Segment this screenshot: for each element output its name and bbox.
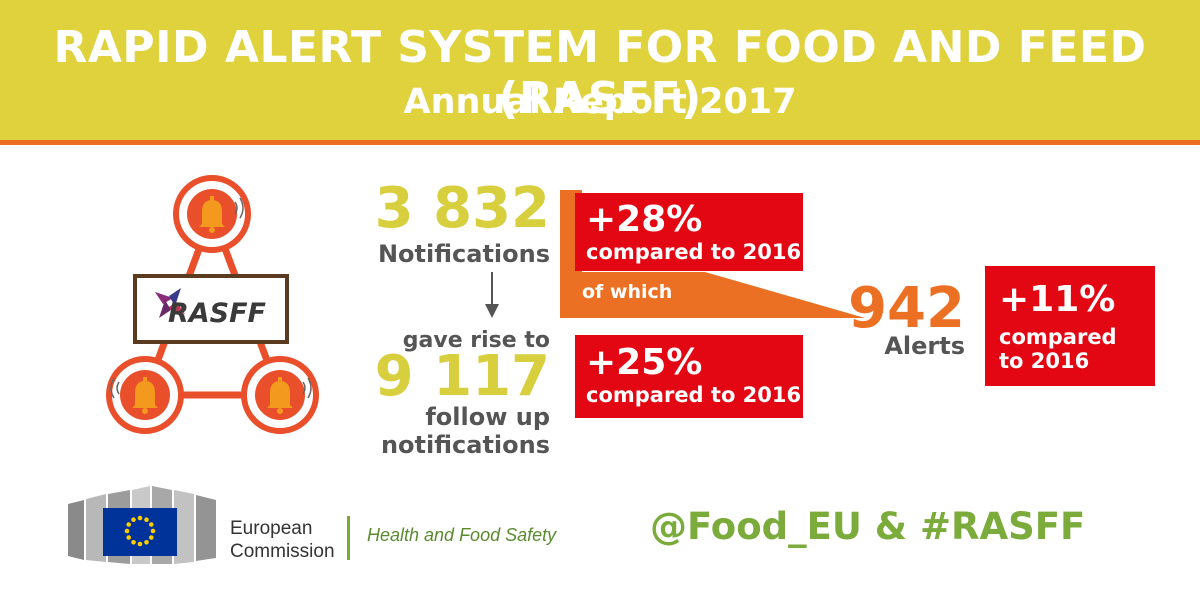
org-name-line2: Commission (230, 541, 335, 562)
alerts-change-label-line2: to 2016 (999, 349, 1090, 373)
alerts-change-label-line1: compared (999, 325, 1117, 349)
department-name: Health and Food Safety (367, 525, 557, 545)
social-handle[interactable]: @Food_EU & #RASFF (650, 505, 1086, 548)
rasff-network-logo: RASFF (106, 175, 319, 434)
connector-label: of which (582, 281, 673, 303)
org-name-line1: European (230, 518, 313, 539)
european-commission-wordmark: European Commission (230, 517, 335, 563)
followups-label-line2: notifications (380, 431, 550, 459)
notifications-count: 3 832 (374, 176, 550, 241)
rasff-logo-text: RASFF (168, 298, 267, 329)
notifications-change-box: +28% compared to 2016 (575, 193, 803, 271)
bell-icon (106, 356, 184, 434)
page-title: RAPID ALERT SYSTEM FOR FOOD AND FEED (RA… (53, 22, 1147, 124)
notifications-change-label: compared to 2016 (586, 240, 802, 264)
header-underline (0, 140, 1200, 145)
arrow-down-icon (485, 272, 499, 318)
connector-wedge (560, 190, 865, 318)
followups-count: 9 117 (374, 344, 550, 409)
eu-flag-icon (103, 508, 177, 556)
followups-change-box: +25% compared to 2016 (575, 335, 803, 418)
european-commission-logo (68, 486, 216, 564)
bell-icon (241, 356, 319, 434)
followups-label-line1: follow up (425, 403, 550, 431)
followups-intro: gave rise to (402, 328, 550, 353)
header-banner (0, 0, 1200, 140)
rasff-swirl-icon (155, 288, 185, 318)
alerts-change-percent: +11% (999, 279, 1116, 320)
alerts-label: Alerts (884, 332, 965, 360)
notifications-change-percent: +28% (586, 199, 703, 240)
bell-icon (173, 175, 251, 253)
followups-change-label: compared to 2016 (586, 383, 802, 407)
alerts-count: 942 (848, 276, 965, 341)
followups-change-percent: +25% (586, 342, 703, 383)
alerts-change-box: +11% compared to 2016 (985, 266, 1155, 386)
footer-divider (347, 516, 350, 560)
page-subtitle: Annual Report 2017 (403, 82, 797, 122)
notifications-label: Notifications (377, 240, 550, 268)
